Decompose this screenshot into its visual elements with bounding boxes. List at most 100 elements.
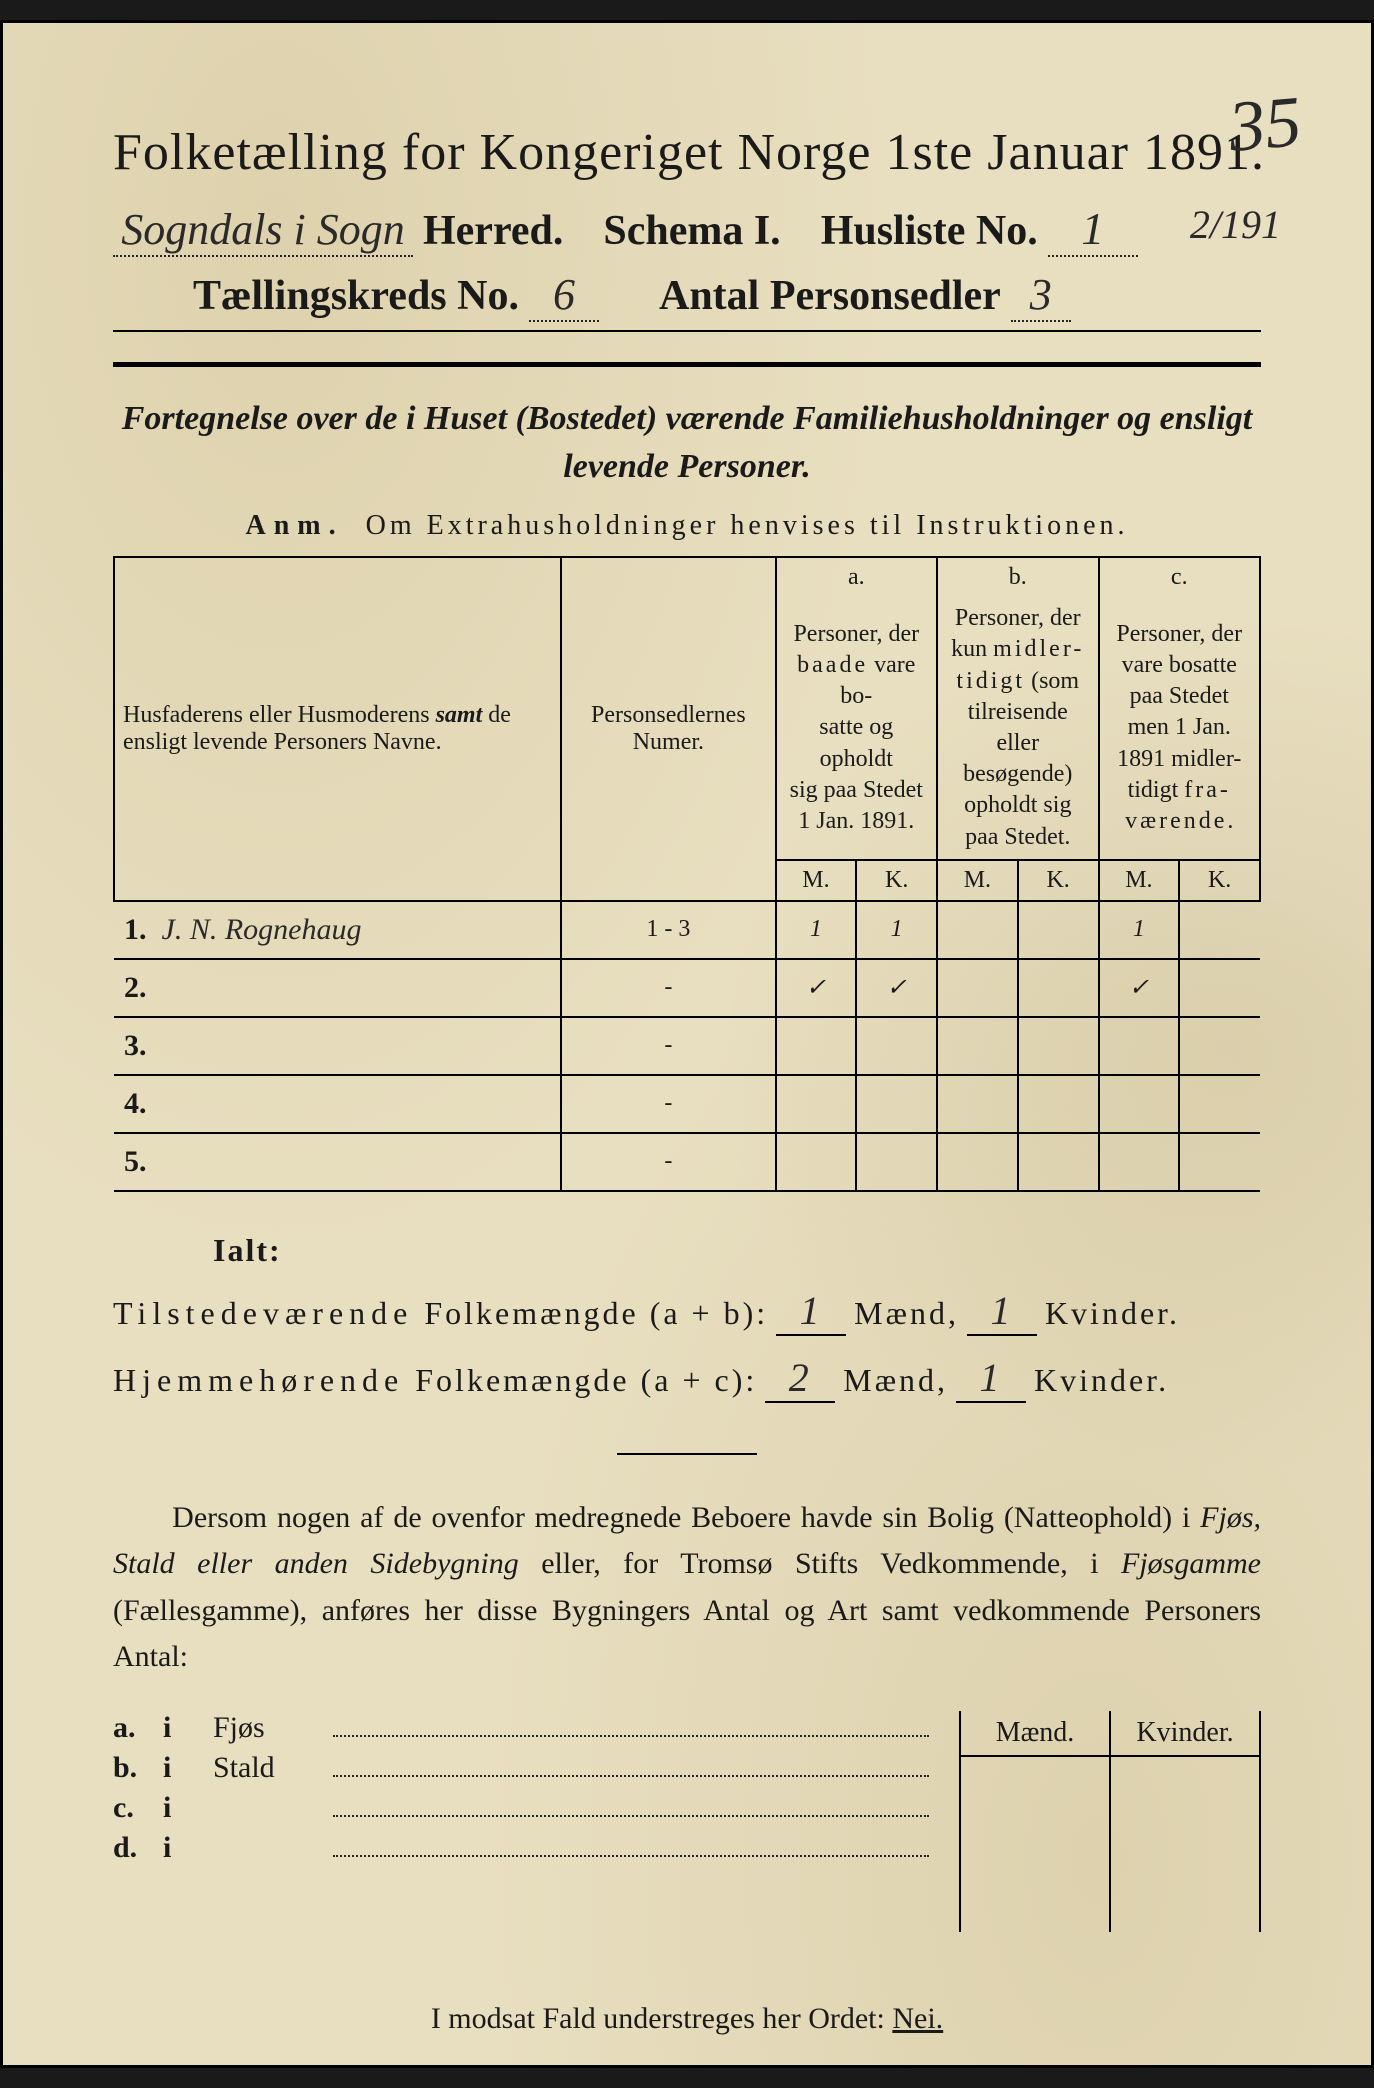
row-numer: -	[561, 1075, 775, 1133]
mk-cell	[960, 1756, 1110, 1800]
dotted-fill	[333, 1757, 929, 1777]
sum2-maend: Mænd,	[843, 1362, 948, 1399]
sum-line-present: Tilstedeværende Folkemængde (a + b): 1 M…	[113, 1287, 1261, 1336]
mk-cell	[1110, 1756, 1260, 1800]
row-cK	[1179, 1133, 1260, 1191]
row-numer: 1 - 3	[561, 901, 775, 959]
col-c-label: c.	[1099, 557, 1261, 597]
side-fraction-note: 2/191	[1190, 201, 1281, 248]
footer-text: I modsat Fald understreges her Ordet:	[431, 2002, 893, 2035]
table-row: 5. -	[114, 1133, 1260, 1191]
sum1-kvinder: Kvinder.	[1045, 1295, 1180, 1332]
sum1-maend: Mænd,	[854, 1295, 959, 1332]
col-name-header: Husfaderens eller Husmoderens samt de en…	[114, 557, 561, 901]
mk-cell	[1110, 1800, 1260, 1844]
header-line-3: Tællingskreds No. 6 Antal Personsedler 3	[193, 269, 1261, 322]
bldg-i: i	[163, 1831, 213, 1865]
bldg-key: b.	[113, 1751, 163, 1785]
bldg-row: a. i Fjøs	[113, 1711, 929, 1745]
col-b-label: b.	[937, 557, 1098, 597]
bldg-i: i	[163, 1791, 213, 1825]
row-aM: 1	[776, 901, 857, 959]
row-name: J. N. Rognehaug	[162, 913, 362, 946]
sum1-label-b: Folkemængde (a + b):	[424, 1295, 768, 1332]
rule-thick	[113, 362, 1261, 367]
row-cM	[1099, 1017, 1180, 1075]
rule-thin	[113, 330, 1261, 332]
row-aM: ✓	[776, 959, 857, 1017]
row-aK: ✓	[856, 959, 937, 1017]
mk-cell	[1110, 1888, 1260, 1932]
row-bK	[1018, 1017, 1099, 1075]
bldg-row: c. i	[113, 1791, 929, 1825]
col-c-m: M.	[1099, 860, 1180, 901]
row-numer: -	[561, 1017, 775, 1075]
corner-page-number: 35	[1226, 80, 1305, 169]
section-title: Fortegnelse over de i Huset (Bostedet) v…	[113, 395, 1261, 490]
census-form-page: 35 2/191 Folketælling for Kongeriget Nor…	[0, 20, 1374, 2068]
row-aK: 1	[856, 901, 937, 959]
para-t5: (Fællesgamme), anføres her disse Bygning…	[113, 1594, 1261, 1674]
sum2-kvinder: Kvinder.	[1034, 1362, 1169, 1399]
row-aM	[776, 1133, 857, 1191]
col-a-m: M.	[776, 860, 857, 901]
row-bK	[1018, 959, 1099, 1017]
mk-cell	[960, 1800, 1110, 1844]
para-t1: Dersom nogen af de ovenfor medregnede Be…	[172, 1501, 1200, 1534]
bldg-row: b. i Stald	[113, 1751, 929, 1785]
husliste-value: 1	[1048, 202, 1138, 257]
herred-label: Herred.	[423, 207, 563, 255]
row-num: 4.	[124, 1087, 154, 1121]
table-row: 1. J. N. Rognehaug 1 - 3 1 1 1	[114, 901, 1260, 959]
main-table: Husfaderens eller Husmoderens samt de en…	[113, 556, 1261, 1192]
mk-kvinder-header: Kvinder.	[1110, 1711, 1260, 1756]
sum1-label-a: Tilstedeværende	[113, 1295, 413, 1332]
para-t4: Fjøsgamme	[1121, 1547, 1261, 1580]
sum2-label-a: Hjemmehørende	[113, 1362, 404, 1399]
row-bM	[937, 901, 1018, 959]
dotted-fill	[333, 1837, 929, 1857]
sum2-kvinder-val: 1	[956, 1354, 1026, 1403]
row-bK	[1018, 901, 1099, 959]
mk-cell	[1110, 1844, 1260, 1888]
row-cK	[1179, 959, 1260, 1017]
row-numer: -	[561, 959, 775, 1017]
dotted-fill	[333, 1797, 929, 1817]
row-cK	[1179, 1075, 1260, 1133]
mk-cell	[960, 1844, 1110, 1888]
anm-label: Anm.	[245, 510, 343, 541]
col-b-m: M.	[937, 860, 1018, 901]
table-row: 3. -	[114, 1017, 1260, 1075]
row-numer: -	[561, 1133, 775, 1191]
para-t3: eller, for Tromsø Stifts Vedkommende, i	[519, 1547, 1121, 1580]
row-cM: 1	[1099, 901, 1180, 959]
main-title: Folketælling for Kongeriget Norge 1ste J…	[113, 123, 1261, 182]
bldg-key: a.	[113, 1711, 163, 1745]
sum1-maend-val: 1	[776, 1287, 846, 1336]
short-rule	[617, 1453, 757, 1455]
row-bK	[1018, 1075, 1099, 1133]
mk-cell	[960, 1888, 1110, 1932]
totals-block: Ialt:	[213, 1232, 1261, 1269]
row-num: 1.	[124, 913, 154, 947]
footer-nei: Nei.	[892, 2002, 943, 2035]
kreds-value: 6	[529, 269, 599, 322]
row-cK	[1179, 901, 1260, 959]
sum1-kvinder-val: 1	[967, 1287, 1037, 1336]
bldg-i: i	[163, 1751, 213, 1785]
outbuilding-list: a. i Fjøs b. i Stald c. i d. i	[113, 1711, 929, 1932]
kreds-label: Tællingskreds No.	[193, 272, 519, 320]
bldg-key: c.	[113, 1791, 163, 1825]
footer-line: I modsat Fald understreges her Ordet: Ne…	[113, 2002, 1261, 2036]
anm-text: Om Extrahusholdninger henvises til Instr…	[366, 510, 1129, 541]
row-aM	[776, 1017, 857, 1075]
row-cM: ✓	[1099, 959, 1180, 1017]
col-a-k: K.	[856, 860, 937, 901]
col-c-k: K.	[1179, 860, 1260, 901]
row-aK	[856, 1017, 937, 1075]
bldg-i: i	[163, 1711, 213, 1745]
row-bM	[937, 1075, 1018, 1133]
row-num: 5.	[124, 1145, 154, 1179]
row-cM	[1099, 1075, 1180, 1133]
row-aK	[856, 1075, 937, 1133]
